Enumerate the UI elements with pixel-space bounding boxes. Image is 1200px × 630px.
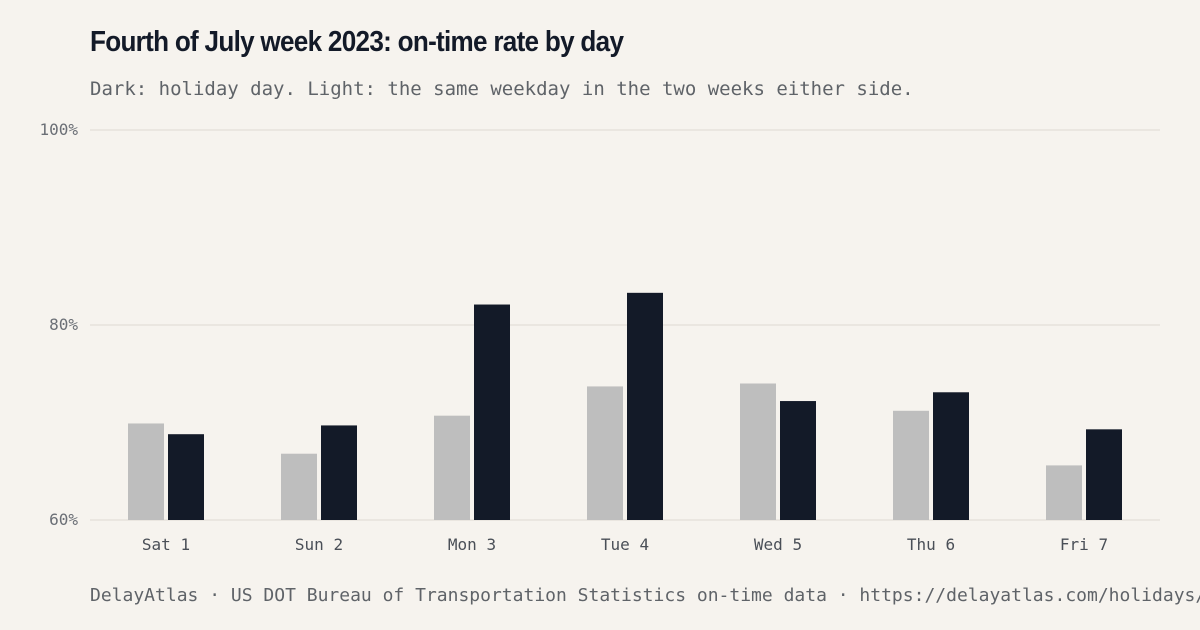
chart-subtitle: Dark: holiday day. Light: the same weekd… — [90, 78, 914, 100]
x-tick-label: Mon 3 — [448, 535, 496, 554]
holiday-bar — [933, 392, 969, 520]
holiday-bar — [321, 425, 357, 520]
x-tick-label: Tue 4 — [601, 535, 649, 554]
x-tick-label: Thu 6 — [907, 535, 955, 554]
x-tick-label: Sat 1 — [142, 535, 190, 554]
comparison-bar — [1046, 465, 1082, 520]
x-tick-label: Sun 2 — [295, 535, 343, 554]
source-footer: DelayAtlas · US DOT Bureau of Transporta… — [90, 585, 1200, 606]
comparison-bar — [893, 410, 929, 520]
x-axis-ticks: Sat 1 Sun 2 Mon 3 Tue 4 Wed 5 Thu 6 Fri 7 — [142, 535, 1108, 554]
x-tick-label: Fri 7 — [1060, 535, 1108, 554]
comparison-bar — [128, 423, 164, 520]
y-tick-label: 60% — [49, 510, 78, 529]
holiday-bar — [168, 434, 204, 520]
holiday-bar — [780, 401, 816, 520]
comparison-bar — [740, 383, 776, 520]
holiday-bar — [627, 292, 663, 520]
comparison-bar — [587, 386, 623, 520]
x-tick-label: Wed 5 — [754, 535, 802, 554]
y-axis-ticks: 60% 80% 100% — [39, 120, 78, 529]
comparison-bar — [281, 453, 317, 520]
chart-title: Fourth of July week 2023: on-time rate b… — [90, 26, 624, 58]
bars — [128, 292, 1122, 520]
holiday-bar — [474, 304, 510, 520]
y-tick-label: 80% — [49, 315, 78, 334]
holiday-bar — [1086, 429, 1122, 520]
comparison-bar — [434, 415, 470, 520]
y-tick-label: 100% — [39, 120, 78, 139]
gridlines — [90, 129, 1160, 521]
